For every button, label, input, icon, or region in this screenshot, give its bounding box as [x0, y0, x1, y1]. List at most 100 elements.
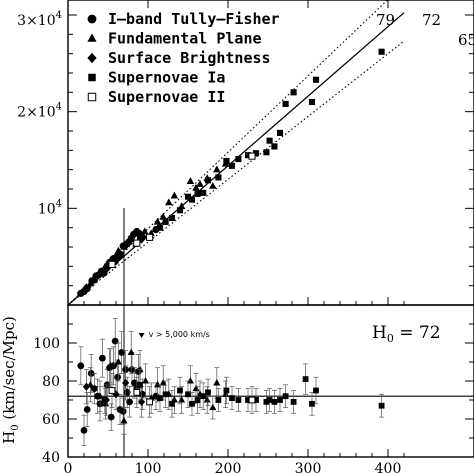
data-point-square: [185, 391, 191, 398]
y-tick-label-exp: 4: [56, 198, 62, 209]
bottom-tick-marks: [68, 304, 474, 458]
data-point-triangle: [153, 217, 162, 225]
x-tick-labels: 0 100 200 300 400: [64, 461, 402, 474]
data-point-triangle: [192, 183, 200, 191]
h0-label-sub: 0: [387, 332, 394, 345]
data-point-open-square: [108, 387, 116, 394]
y-tick-label: 104: [38, 198, 62, 217]
data-point-triangle: [96, 269, 104, 277]
velocity-annotation: v > 5,000 km/s: [138, 330, 210, 339]
data-point-circle: [107, 413, 115, 421]
data-point-circle: [131, 379, 138, 387]
legend-marker-circle: [87, 14, 97, 24]
line-label-79: 79: [376, 11, 395, 29]
y-tick-label: 40: [42, 450, 60, 466]
data-point-square: [245, 397, 251, 403]
data-point-triangle: [126, 235, 135, 242]
y-tick-label-base: 3×10: [17, 13, 55, 29]
line-label-72: 72: [422, 11, 441, 29]
data-point-square: [271, 143, 278, 150]
data-point-triangle: [106, 361, 114, 369]
x-tick-label: 100: [135, 461, 162, 474]
data-point-square: [200, 393, 207, 400]
data-point-circle: [80, 427, 88, 434]
data-point-square: [157, 395, 163, 401]
data-point-triangle: [86, 279, 95, 287]
data-point-square: [290, 399, 297, 405]
data-point-circle: [87, 370, 95, 377]
legend-label: I–band Tully–Fisher: [108, 10, 280, 28]
data-point-triangle: [136, 365, 144, 373]
data-point-square: [282, 100, 289, 107]
data-point-triangle: [222, 390, 230, 397]
data-point-triangle: [213, 378, 221, 386]
data-point-circle: [119, 408, 127, 415]
data-point-square: [215, 174, 222, 181]
y-tick-label: 60: [42, 412, 60, 428]
data-point-diamond: [102, 395, 110, 405]
data-point-triangle: [178, 396, 186, 403]
h0-label-base: H: [372, 323, 387, 343]
data-point-triangle: [114, 358, 122, 365]
data-point-circle: [126, 398, 133, 406]
data-point-circle: [114, 373, 121, 381]
h0-label: H0 = 72: [372, 323, 441, 345]
data-point-square: [263, 399, 270, 405]
data-point-square: [205, 389, 211, 396]
data-point-square: [176, 207, 184, 214]
data-point-diamond: [102, 264, 111, 274]
data-point-circle: [83, 406, 91, 413]
legend-marker-square: [88, 73, 96, 82]
data-point-circle: [99, 354, 106, 362]
data-point-triangle: [96, 392, 104, 399]
data-point-square: [235, 397, 242, 403]
data-point-square: [309, 400, 315, 407]
y-tick-label: 3×104: [17, 10, 62, 29]
data-point-triangle: [127, 348, 135, 356]
data-point-square: [313, 387, 319, 394]
data-point-triangle: [159, 378, 167, 386]
data-point-square: [252, 150, 260, 157]
y-tick-label: 80: [42, 374, 60, 390]
annotation-text: v > 5,000 km/s: [149, 330, 210, 339]
data-point-triangle: [186, 377, 194, 384]
data-point-square: [312, 76, 320, 83]
data-point-diamond: [121, 241, 130, 251]
data-point-diamond: [122, 378, 130, 387]
h0-label-rest: = 72: [394, 323, 441, 343]
y-axis-label: H0 (km/sec/Mpc): [0, 316, 21, 444]
data-point-square: [253, 397, 259, 403]
data-point-square: [266, 397, 273, 403]
data-point-triangle: [213, 165, 221, 173]
data-point-circle: [111, 337, 119, 345]
bottom-y-tick-labels: 40 60 80 100: [33, 336, 60, 466]
data-point-square: [263, 149, 270, 156]
hubble-line-65: [68, 40, 405, 305]
data-point-open-square: [248, 152, 256, 160]
ylabel-h: H: [0, 431, 18, 444]
data-point-diamond: [82, 382, 90, 391]
data-point-square: [290, 89, 297, 96]
data-point-triangle: [154, 380, 162, 388]
data-point-circle: [139, 390, 146, 398]
data-point-square: [204, 177, 212, 184]
data-point-square: [156, 224, 164, 231]
data-point-open-square: [133, 389, 141, 396]
data-point-square: [184, 193, 192, 200]
legend: I–band Tully–Fisher Fundamental PlaneSurf…: [87, 10, 280, 106]
data-point-square: [162, 218, 169, 225]
bottom-panel: 40 60 80 100 0 100 200 300 400 v > 5,000 km/s H…: [0, 304, 474, 474]
data-point-square: [235, 155, 242, 163]
y-tick-label: 2×104: [17, 102, 62, 121]
x-tick-label: 400: [375, 461, 402, 474]
data-point-open-square: [248, 396, 256, 404]
data-point-triangle: [209, 403, 217, 411]
data-point-square: [200, 189, 207, 196]
legend-marker-open-square: [87, 92, 97, 102]
data-point-triangle: [203, 396, 211, 403]
legend-label: Surface Brightness: [108, 49, 271, 67]
bottom-data-points: [77, 317, 385, 446]
